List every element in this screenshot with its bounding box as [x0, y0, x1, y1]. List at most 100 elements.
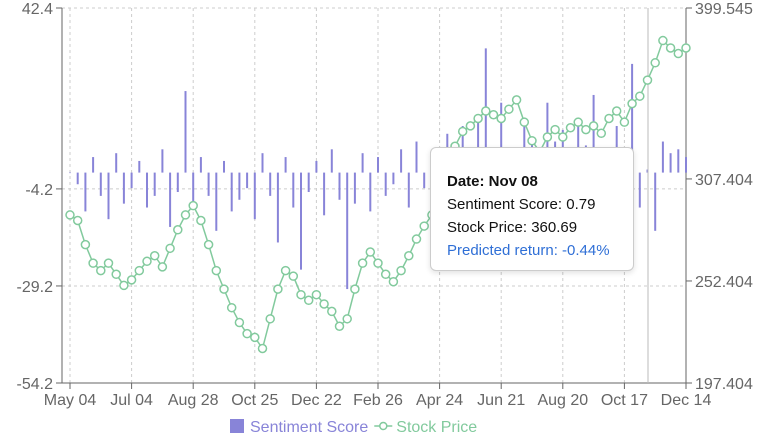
bar: [292, 172, 295, 208]
x-tick-label: Oct 25: [231, 392, 278, 409]
tooltip-line: Stock Price: 360.69: [447, 219, 578, 236]
point: [211, 265, 222, 276]
x-tick-label: Jun 21: [477, 392, 525, 409]
y-tick-label: 42.4: [22, 1, 53, 18]
y-tick-label: -4.2: [25, 182, 53, 199]
legend-swatch: [379, 421, 388, 431]
point: [103, 258, 114, 268]
point: [173, 225, 183, 235]
point: [658, 35, 668, 46]
point: [681, 43, 691, 53]
bar: [130, 172, 133, 189]
point: [465, 121, 476, 131]
point: [527, 135, 537, 146]
point: [273, 284, 283, 294]
point: [558, 132, 568, 142]
point: [257, 343, 268, 354]
point: [588, 121, 599, 131]
point: [226, 302, 237, 313]
point: [419, 221, 429, 231]
x-tick-label: Jul 04: [110, 392, 153, 409]
point: [280, 265, 291, 276]
bar: [592, 94, 595, 173]
point: [673, 48, 684, 59]
bar: [323, 172, 326, 216]
bar: [107, 172, 110, 220]
point: [250, 332, 260, 343]
point: [350, 284, 360, 294]
point: [111, 269, 121, 280]
point: [311, 289, 322, 300]
point: [481, 106, 491, 116]
point: [342, 314, 352, 324]
bar: [685, 157, 687, 173]
tooltip-line: Sentiment Score: 0.79: [447, 196, 596, 213]
bar: [246, 172, 249, 189]
bar: [315, 160, 318, 173]
bar: [176, 172, 179, 193]
x-tick-label: Apr 24: [416, 392, 463, 409]
y2-tick-label: 399.545: [695, 1, 753, 18]
bar: [153, 172, 156, 196]
point: [303, 295, 314, 306]
bar: [523, 118, 526, 173]
point: [265, 314, 275, 324]
point: [65, 210, 75, 220]
point: [380, 269, 391, 280]
x-tick-label: May 04: [44, 392, 97, 409]
point: [404, 250, 414, 261]
bar: [300, 172, 302, 270]
point: [596, 128, 607, 139]
bar: [223, 160, 225, 173]
point: [473, 113, 483, 124]
bar: [138, 160, 141, 173]
bar: [330, 149, 333, 173]
point: [365, 247, 376, 257]
bar: [361, 153, 364, 173]
bar: [146, 172, 148, 208]
point: [396, 265, 406, 276]
bar: [369, 172, 372, 212]
point: [488, 110, 499, 120]
bar: [392, 172, 395, 185]
bar: [238, 172, 241, 200]
bar: [269, 172, 272, 196]
bar: [199, 157, 202, 173]
bar: [84, 172, 87, 212]
point: [457, 126, 468, 137]
bar: [338, 172, 341, 200]
point: [319, 299, 329, 309]
bar: [400, 149, 403, 173]
bar: [184, 91, 187, 173]
point: [165, 243, 175, 254]
bar: [99, 172, 102, 196]
point: [504, 104, 514, 114]
point: [642, 75, 653, 85]
bar: [669, 153, 672, 173]
bar: [230, 172, 233, 212]
bar: [115, 153, 118, 173]
bar: [69, 172, 71, 174]
bar: [276, 172, 279, 243]
point: [88, 258, 98, 268]
point: [411, 234, 422, 244]
bar: [638, 172, 641, 208]
point: [149, 250, 160, 261]
bar: [207, 172, 210, 196]
point: [327, 306, 337, 317]
bar: [253, 172, 256, 220]
bar: [423, 172, 426, 189]
bar: [346, 172, 349, 290]
y2-tick-label: 252.404: [695, 274, 753, 291]
point: [219, 284, 229, 294]
bar: [415, 141, 418, 173]
point: [180, 210, 191, 220]
point: [96, 265, 106, 276]
y-tick-label: -29.2: [17, 279, 54, 296]
point: [242, 328, 252, 339]
bar: [500, 102, 503, 173]
bar: [384, 172, 387, 196]
point: [234, 317, 245, 328]
